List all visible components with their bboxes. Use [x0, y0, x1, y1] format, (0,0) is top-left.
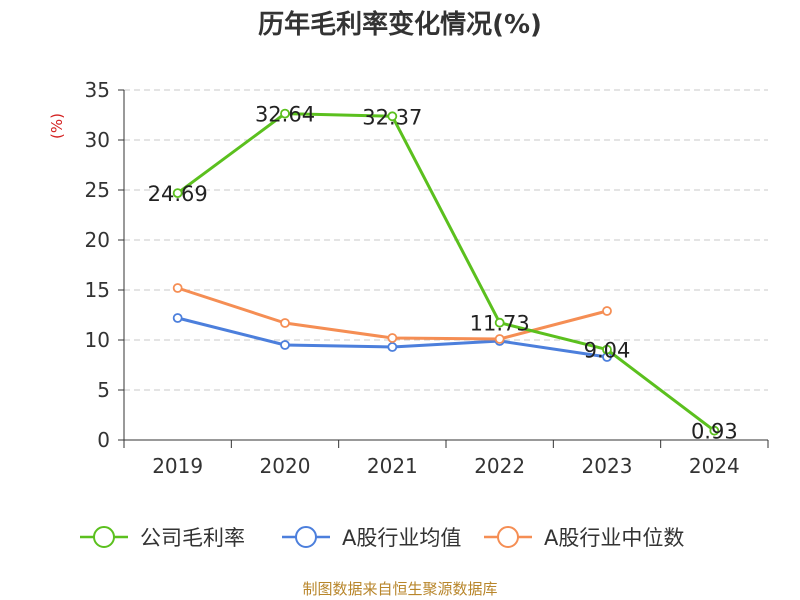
x-tick-label: 2023: [582, 454, 633, 478]
legend-item: A股行业均值: [282, 526, 461, 550]
y-tick-label: 0: [97, 428, 110, 452]
x-tick-label: 2021: [367, 454, 418, 478]
x-tick-label: 2022: [474, 454, 525, 478]
legend: 公司毛利率 A股行业均值 A股行业中位数: [80, 526, 684, 550]
series-point-2: [280, 318, 290, 328]
series-line-0: [176, 112, 716, 432]
legend-swatch-marker: [497, 526, 519, 548]
series-point-1: [280, 340, 290, 350]
series-point-0: [709, 425, 720, 436]
data-label: 0.93: [691, 420, 738, 444]
legend-swatch-marker: [93, 526, 115, 548]
legend-label: 公司毛利率: [140, 526, 245, 550]
data-label: 9.04: [584, 339, 631, 363]
y-tick-label: 30: [85, 128, 110, 152]
y-tick-label: 20: [85, 228, 110, 252]
data-labels-layer: 24.69 32.64 32.37 11.73 9.04 0.93: [148, 103, 738, 444]
x-tick-label: 2024: [689, 454, 740, 478]
series-point-0: [172, 188, 183, 199]
series-point-0: [494, 317, 505, 328]
data-label: 32.64: [255, 103, 315, 127]
y-tick-label: 35: [85, 78, 110, 102]
data-label: 11.73: [470, 312, 530, 336]
chart-title: 历年毛利率变化情况(%): [258, 10, 542, 40]
x-tick-label: 2019: [152, 454, 203, 478]
legend-label: A股行业中位数: [544, 526, 684, 550]
series-point-2: [494, 334, 505, 344]
legend-item: 公司毛利率: [80, 526, 245, 550]
legend-item: A股行业中位数: [484, 526, 684, 550]
y-axis-label: (%): [48, 113, 66, 139]
series-point-2: [172, 283, 183, 293]
series-layer: [172, 108, 720, 436]
y-tick-label: 5: [97, 378, 110, 402]
y-tick-label: 15: [85, 278, 110, 302]
series-line-2: [177, 286, 608, 341]
series-point-0: [280, 108, 290, 119]
axes: 0 5 10 15 20 25 30 35 2019 2020 2021 2022 2023 2024: [85, 78, 769, 478]
series-point-1: [172, 313, 183, 323]
legend-swatch-marker: [295, 526, 317, 548]
data-label: 32.37: [362, 105, 422, 129]
series-point-2: [387, 333, 398, 343]
data-label: 24.69: [148, 182, 208, 206]
series-point-0: [602, 344, 612, 355]
series-point-2: [602, 306, 612, 316]
series-point-1: [387, 342, 398, 352]
x-tick-label: 2020: [260, 454, 311, 478]
legend-label: A股行业均值: [342, 526, 461, 550]
series-point-0: [387, 111, 398, 122]
y-tick-label: 25: [85, 178, 110, 202]
source-note: 制图数据来自恒生聚源数据库: [302, 580, 498, 598]
y-tick-label: 10: [85, 328, 110, 352]
